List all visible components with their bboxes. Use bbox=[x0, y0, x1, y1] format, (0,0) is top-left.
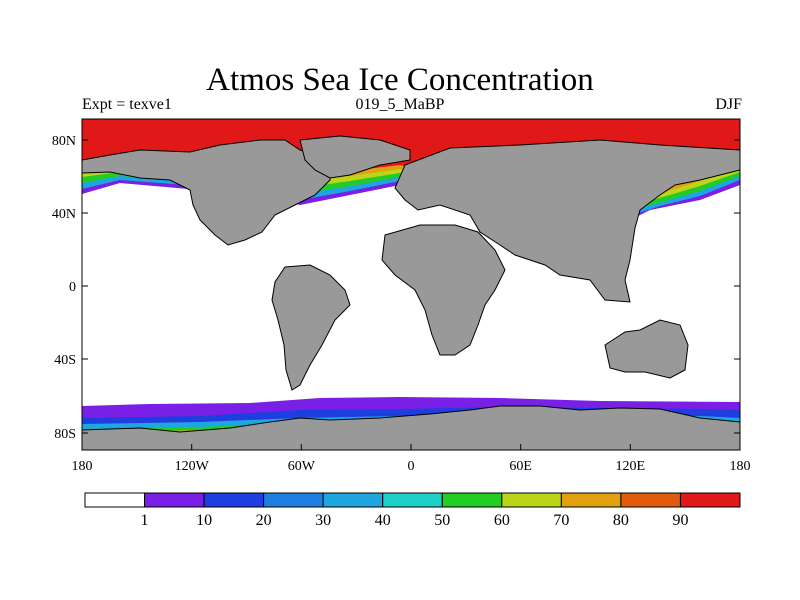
longitude-labels: 180 120W 60W 0 60E 120E 180 bbox=[72, 459, 751, 474]
lat-tick-label: 80S bbox=[54, 427, 76, 442]
colorbar-box bbox=[441, 492, 503, 508]
colorbar-label: 1 bbox=[141, 512, 149, 529]
eurasia bbox=[394, 139, 740, 303]
lon-tick-label: 180 bbox=[72, 459, 93, 474]
colorbar-box bbox=[322, 492, 384, 508]
season-label: DJF bbox=[715, 96, 742, 113]
north-america bbox=[82, 139, 331, 246]
colorbar-box bbox=[679, 492, 741, 508]
land-masses bbox=[82, 135, 740, 450]
colorbar-label: 30 bbox=[315, 512, 331, 529]
australia bbox=[604, 319, 689, 379]
colorbar-label: 60 bbox=[494, 512, 510, 529]
colorbar-label: 50 bbox=[434, 512, 450, 529]
colorbar-box bbox=[382, 492, 443, 508]
experiment-label: Expt = texve1 bbox=[82, 96, 172, 113]
colorbar-label: 40 bbox=[375, 512, 391, 529]
greenland bbox=[299, 135, 411, 179]
colorbar-box bbox=[560, 492, 622, 508]
colorbar-label: 90 bbox=[672, 512, 688, 529]
map-body bbox=[82, 119, 740, 450]
lon-tick-label: 120E bbox=[616, 459, 646, 474]
lat-tick-label: 40S bbox=[54, 353, 76, 368]
lon-tick-label: 60W bbox=[288, 459, 316, 474]
antarctica bbox=[82, 405, 740, 450]
colorbar-label: 20 bbox=[256, 512, 272, 529]
colorbar-box bbox=[203, 492, 265, 508]
lat-tick-label: 0 bbox=[69, 280, 76, 295]
lon-tick-label: 180 bbox=[730, 459, 751, 474]
lon-tick-label: 0 bbox=[408, 459, 415, 474]
colorbar-box bbox=[620, 492, 681, 508]
lon-tick-label: 120W bbox=[175, 459, 210, 474]
lat-tick-label: 80N bbox=[52, 134, 76, 149]
tick-marks bbox=[81, 139, 741, 450]
colorbar-box bbox=[501, 492, 562, 508]
plot-title: Atmos Sea Ice Concentration bbox=[206, 62, 594, 98]
colorbar-label: 80 bbox=[613, 512, 629, 529]
colorbar-label: 10 bbox=[196, 512, 212, 529]
colorbar-box bbox=[84, 492, 146, 508]
lat-tick-label: 40N bbox=[52, 207, 76, 222]
lon-tick-label: 60E bbox=[509, 459, 532, 474]
colorbar: 1 10 20 30 40 50 60 70 80 90 bbox=[84, 492, 741, 529]
africa bbox=[381, 224, 506, 356]
colorbar-label: 70 bbox=[553, 512, 569, 529]
south-america bbox=[271, 264, 351, 391]
colorbar-box bbox=[263, 492, 324, 508]
run-label: 019_5_MaBP bbox=[355, 96, 445, 113]
latitude-labels: 80N 40N 0 40S 80S bbox=[52, 134, 76, 442]
colorbar-box bbox=[144, 492, 205, 508]
